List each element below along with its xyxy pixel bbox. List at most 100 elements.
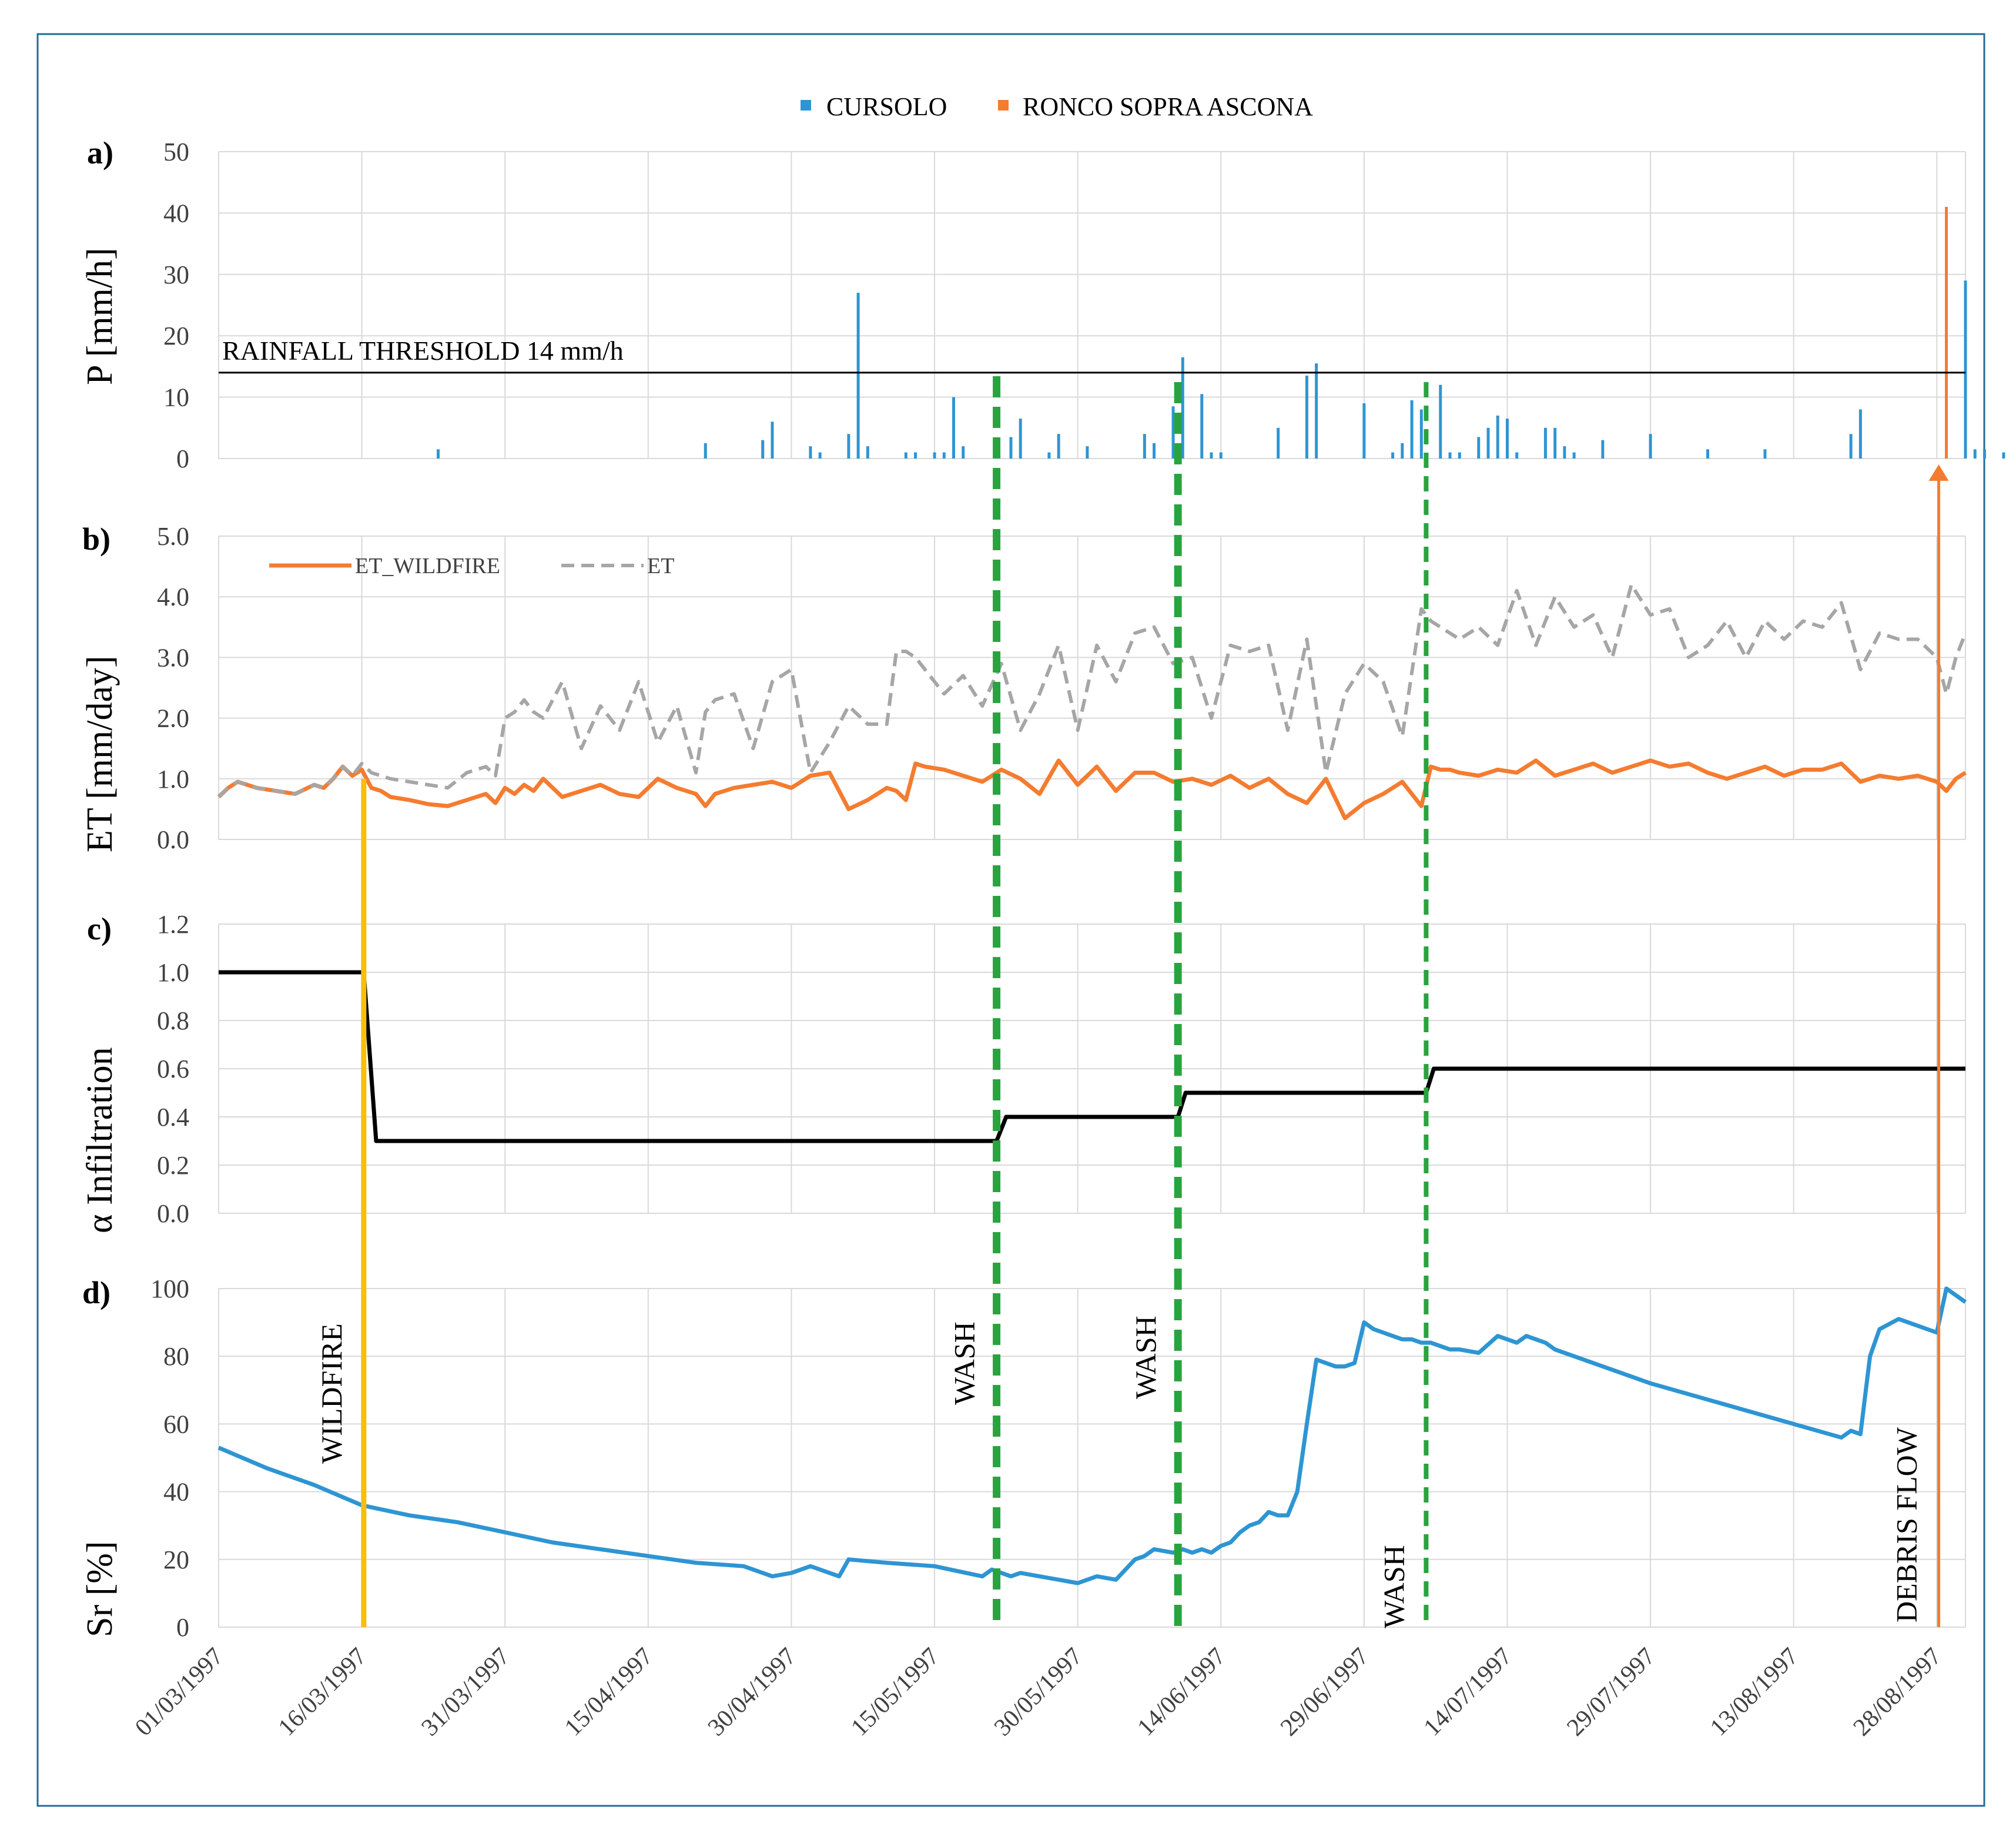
bar-cursolo bbox=[962, 446, 965, 459]
panel-b: 0.0 1.0 2.0 3.0 4.0 5.0 ET_WILDFIRE ET bbox=[157, 522, 1967, 854]
ytick-label: 10 bbox=[163, 383, 189, 412]
bar-cursolo bbox=[1315, 363, 1318, 459]
ytick-label: 0.2 bbox=[157, 1151, 189, 1180]
ytick-label: 1.2 bbox=[157, 910, 189, 939]
bar-cursolo bbox=[1505, 419, 1509, 459]
bar-cursolo bbox=[1543, 427, 1547, 459]
bar-cursolo bbox=[1973, 449, 1977, 459]
bar-cursolo bbox=[1009, 437, 1013, 459]
figure-border bbox=[36, 33, 1985, 1807]
bar-cursolo bbox=[1563, 446, 1566, 459]
ytick-label: 30 bbox=[163, 260, 189, 289]
bar-cursolo bbox=[933, 452, 936, 459]
ytick-label: 0 bbox=[176, 444, 189, 473]
bar-cursolo bbox=[1439, 384, 1442, 459]
bar-cursolo bbox=[1477, 437, 1481, 459]
bar-cursolo bbox=[704, 443, 707, 459]
bar-cursolo bbox=[761, 440, 765, 459]
bar-cursolo bbox=[1362, 403, 1366, 459]
panel-letter-d: d) bbox=[82, 1275, 110, 1310]
bar-cursolo bbox=[1458, 452, 1461, 459]
bar-cursolo bbox=[1410, 400, 1414, 459]
ytick-label: 40 bbox=[163, 1478, 189, 1507]
bar-cursolo bbox=[1391, 452, 1395, 459]
legend-b: ET_WILDFIRE ET bbox=[269, 554, 674, 578]
panel-letter-a: a) bbox=[87, 135, 113, 170]
ytick-label: 5.0 bbox=[157, 522, 189, 551]
bar-cursolo bbox=[1649, 434, 1652, 459]
wildfire-event-label: WILDFIRE bbox=[315, 1323, 348, 1464]
bar-cursolo bbox=[1706, 449, 1710, 459]
bar-cursolo bbox=[437, 449, 440, 459]
ytick-label: 40 bbox=[163, 199, 189, 227]
bar-cursolo bbox=[866, 446, 869, 459]
ylabel-a: P [mm/h] bbox=[80, 247, 120, 385]
legend-label-et: ET bbox=[647, 554, 674, 578]
series-et-wildfire bbox=[217, 758, 1967, 821]
bar-cursolo bbox=[1515, 452, 1519, 459]
ytick-label: 0.0 bbox=[157, 1199, 189, 1228]
legend-label-cursolo: CURSOLO bbox=[826, 92, 947, 121]
threshold-label: RAINFALL THRESHOLD 14 mm/h bbox=[222, 336, 624, 366]
bar-ronco bbox=[1945, 206, 1948, 459]
legend-a: CURSOLO RONCO SOPRA ASCONA bbox=[801, 92, 1313, 121]
bar-cursolo bbox=[771, 421, 774, 459]
bar-cursolo bbox=[1019, 419, 1022, 459]
bar-cursolo bbox=[1448, 452, 1452, 459]
bar-cursolo bbox=[1601, 440, 1605, 459]
panel-c: 0.0 0.2 0.4 0.6 0.8 1.0 1.2 bbox=[157, 910, 1966, 1228]
ytick-label: 0.6 bbox=[157, 1055, 189, 1083]
bar-cursolo bbox=[1143, 434, 1146, 459]
bar-cursolo bbox=[856, 293, 860, 459]
bar-cursolo bbox=[1964, 280, 1967, 459]
bar-cursolo bbox=[1858, 409, 1862, 459]
ytick-label: 0.4 bbox=[157, 1103, 189, 1132]
debris-flow-event-label: DEBRIS FLOW bbox=[1890, 1427, 1923, 1622]
ytick-label: 2.0 bbox=[157, 704, 189, 733]
bar-cursolo bbox=[1496, 415, 1499, 459]
ytick-label: 3.0 bbox=[157, 643, 189, 672]
bar-cursolo bbox=[1572, 452, 1576, 459]
bar-cursolo bbox=[1210, 452, 1213, 459]
ytick-label: 1.0 bbox=[157, 765, 189, 794]
panel-d: 0 20 40 60 80 100 bbox=[150, 1274, 1967, 1642]
ytick-label: 20 bbox=[163, 322, 189, 350]
wash-event-label: WASH bbox=[1129, 1316, 1162, 1399]
bar-cursolo bbox=[942, 452, 946, 459]
bar-cursolo bbox=[1849, 434, 1853, 459]
bar-cursolo bbox=[1401, 443, 1404, 459]
legend-swatch-cursolo bbox=[801, 100, 811, 111]
bar-cursolo bbox=[1171, 406, 1175, 459]
legend-swatch-ronco bbox=[998, 100, 1009, 111]
series-sr bbox=[217, 1286, 1967, 1585]
bar-cursolo bbox=[1086, 446, 1089, 459]
bar-cursolo bbox=[809, 446, 812, 459]
bar-cursolo bbox=[1763, 449, 1767, 459]
ylabel-b: ET [mm/day] bbox=[80, 655, 120, 852]
bar-cursolo bbox=[1181, 357, 1184, 459]
bar-cursolo bbox=[1277, 427, 1280, 459]
ytick-label: 20 bbox=[163, 1545, 189, 1574]
ylabel-d: Sr [%] bbox=[80, 1541, 120, 1637]
panel-letter-c: c) bbox=[87, 911, 112, 946]
ytick-label: 0.8 bbox=[157, 1006, 189, 1035]
legend-label-ronco: RONCO SOPRA ASCONA bbox=[1023, 92, 1313, 121]
bar-cursolo bbox=[1982, 449, 1986, 459]
bar-cursolo bbox=[1553, 427, 1557, 459]
bar-cursolo bbox=[904, 452, 907, 459]
bar-cursolo bbox=[952, 397, 956, 459]
ytick-label: 80 bbox=[163, 1342, 189, 1371]
bar-cursolo bbox=[1305, 376, 1308, 459]
bar-cursolo bbox=[1219, 452, 1223, 459]
ytick-label: 4.0 bbox=[157, 583, 189, 611]
legend-label-et-wildfire: ET_WILDFIRE bbox=[355, 554, 500, 578]
panel-letter-b: b) bbox=[82, 521, 110, 557]
ytick-label: 100 bbox=[150, 1274, 189, 1303]
ytick-label: 50 bbox=[163, 138, 189, 166]
bar-cursolo bbox=[1057, 434, 1060, 459]
panel-a: 0 10 20 30 40 50 RAINFALL THRESHOLD 14 mm/h bbox=[163, 138, 2005, 473]
series-- bbox=[219, 970, 1965, 1143]
ylabel-c: α Infiltration bbox=[80, 1047, 120, 1233]
bar-cursolo bbox=[1047, 452, 1051, 459]
